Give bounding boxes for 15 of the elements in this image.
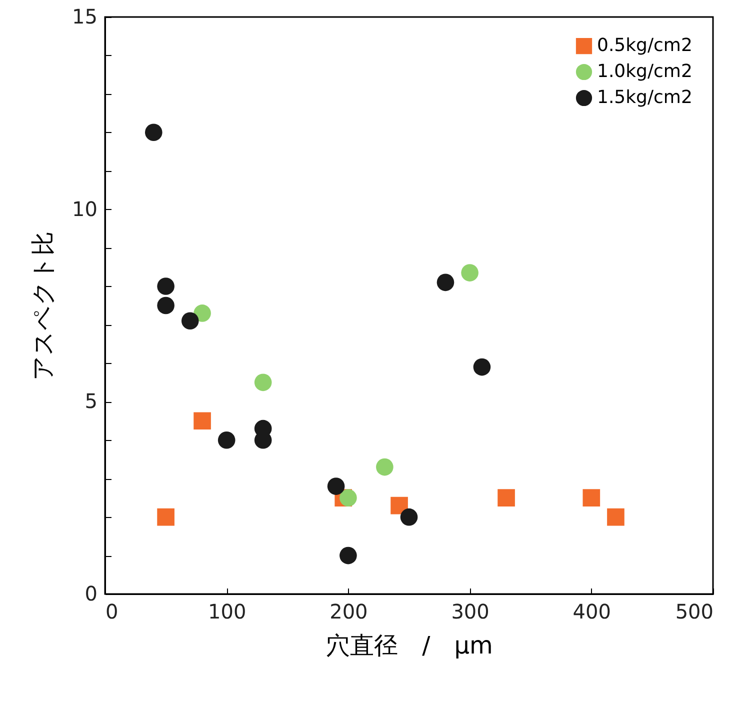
x-axis-title: 穴直径 / μm — [326, 632, 493, 660]
legend-label: 1.5kg/cm2 — [597, 87, 692, 108]
y-tick-label: 5 — [84, 389, 98, 414]
legend-label: 1.0kg/cm2 — [597, 61, 692, 82]
y-axis-title: アスペクト比 — [29, 232, 58, 380]
legend-label: 0.5kg/cm2 — [597, 35, 692, 56]
x-tick-label: 0 — [106, 600, 118, 624]
y-tick-label: 15 — [72, 4, 98, 28]
y-tick-label: 10 — [72, 196, 98, 221]
x-tick-label: 400 — [572, 600, 611, 624]
x-tick-label: 300 — [451, 600, 490, 624]
y-tick-label: 0 — [84, 582, 98, 606]
x-tick-label: 500 — [675, 600, 714, 624]
x-tick-label: 200 — [330, 600, 368, 624]
x-tick-label: 100 — [208, 600, 246, 624]
